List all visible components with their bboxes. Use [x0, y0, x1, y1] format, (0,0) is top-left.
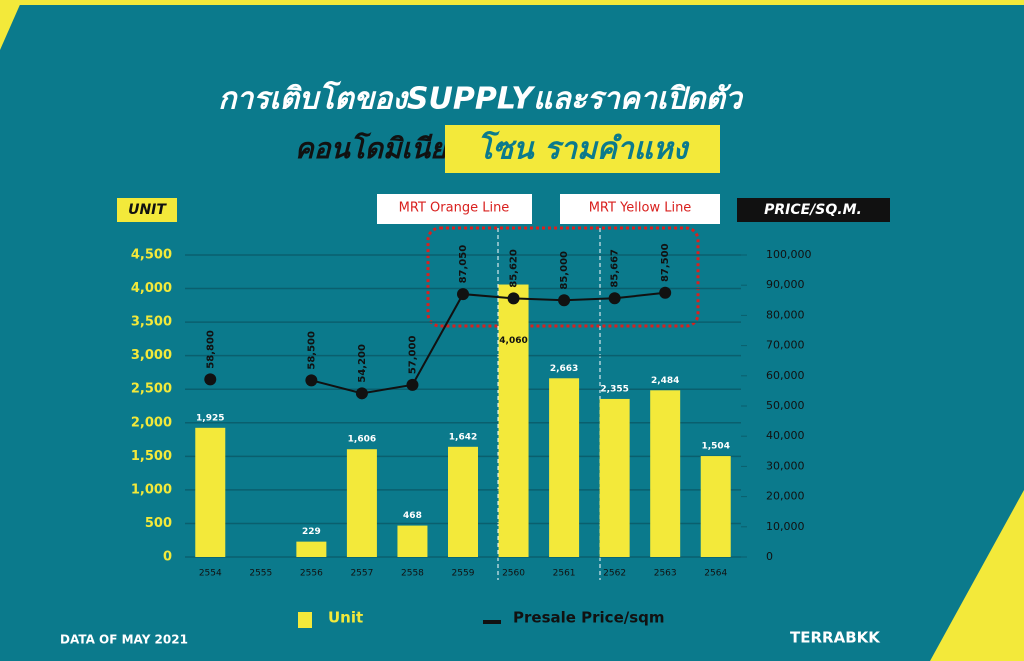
bar — [700, 456, 731, 557]
top-stripe — [0, 0, 1024, 5]
price-value-label: 85,620 — [509, 249, 520, 288]
bar-value-label: 1,606 — [348, 435, 376, 445]
bar-value-label: 468 — [403, 511, 422, 521]
y2-tick-label: 80,000 — [766, 308, 805, 321]
bar — [296, 541, 327, 557]
bar-value-label: 4,060 — [499, 336, 527, 346]
chart-title: การเติบโตของSUPPLYและราคาเปิดตัว — [218, 81, 744, 117]
price-point — [507, 292, 520, 305]
y2-tick-label: 0 — [766, 550, 773, 563]
y-tick-label: 2,500 — [131, 382, 172, 397]
x-tick-label: 2563 — [654, 569, 677, 579]
y-tick-label: 1,500 — [131, 449, 172, 464]
y2-tick-label: 60,000 — [766, 369, 805, 382]
annotation: MRT Yellow Line — [589, 201, 692, 216]
bar-value-label: 229 — [302, 527, 321, 537]
y2-tick-label: 90,000 — [766, 278, 805, 291]
y-axis-label: UNIT — [128, 202, 167, 218]
price-point — [406, 378, 419, 391]
legend-swatch — [298, 612, 312, 628]
y-tick-label: 500 — [145, 516, 172, 531]
y2-axis-label: PRICE/SQ.M. — [764, 202, 862, 218]
y2-tick-label: 30,000 — [766, 459, 805, 472]
price-value-label: 58,500 — [306, 331, 317, 370]
x-tick-label: 2559 — [452, 569, 475, 579]
annotation: MRT Orange Line — [399, 201, 510, 216]
x-tick-label: 2558 — [401, 569, 424, 579]
price-line — [311, 291, 666, 395]
bar-value-label: 1,925 — [196, 413, 224, 423]
x-tick-label: 2555 — [249, 569, 272, 579]
price-point — [558, 294, 571, 307]
price-value-label: 57,000 — [407, 336, 418, 375]
bar — [448, 446, 478, 557]
highlight-box — [445, 125, 720, 173]
bar-value-label: 2,484 — [651, 376, 679, 386]
price-point — [457, 288, 469, 301]
y-tick-label: 0 — [163, 550, 172, 565]
y-tick-label: 3,500 — [131, 315, 172, 330]
y2-tick-label: 20,000 — [766, 490, 805, 503]
corner-right — [930, 490, 1024, 661]
price-point — [659, 286, 672, 299]
price-value-label: 87,050 — [458, 245, 469, 284]
bar-value-label: 2,663 — [550, 364, 578, 374]
price-value-label: 54,200 — [357, 344, 368, 383]
annotation-box — [560, 194, 720, 224]
annotation-box — [377, 194, 532, 224]
legend-label: Unit — [328, 609, 363, 627]
x-tick-label: 2556 — [300, 569, 323, 579]
legend-label: Presale Price/sqm — [513, 609, 665, 627]
x-tick-label: 2562 — [603, 569, 626, 579]
price-point — [355, 387, 368, 400]
y-tick-label: 4,500 — [131, 248, 172, 263]
y2-tick-label: 100,000 — [766, 248, 812, 261]
bar-value-label: 2,355 — [600, 384, 628, 394]
x-tick-label: 2561 — [553, 569, 576, 579]
y2-tick-label: 50,000 — [766, 399, 805, 412]
y2-label-box — [737, 198, 890, 222]
price-point — [608, 292, 621, 305]
y-tick-label: 4,000 — [131, 281, 172, 296]
y-tick-label: 1,000 — [131, 482, 172, 497]
chart-subtitle-highlight: โซน รามคำแหง — [477, 131, 690, 167]
price-value-label: 85,000 — [559, 251, 570, 290]
bar — [346, 449, 377, 557]
price-value-label: 87,500 — [660, 243, 671, 282]
bar — [549, 378, 580, 557]
y-label-box — [117, 198, 177, 222]
legend-swatch — [483, 620, 501, 624]
chart-subtitle: คอนโดมิเนียม — [295, 131, 467, 165]
bar-value-label: 1,504 — [701, 442, 729, 452]
footer: DATA OF MAY 2021 — [60, 633, 188, 647]
price-point — [305, 374, 318, 387]
y-tick-label: 2,000 — [131, 415, 172, 430]
bar — [397, 525, 428, 557]
corner-left — [0, 0, 22, 50]
bar — [498, 284, 529, 557]
bar — [195, 427, 226, 557]
y2-tick-label: 70,000 — [766, 339, 805, 352]
highlight-frame — [426, 226, 700, 328]
price-point — [204, 373, 217, 386]
price-value-label: 58,800 — [205, 330, 216, 369]
y2-tick-label: 40,000 — [766, 429, 805, 442]
x-tick-label: 2557 — [350, 569, 373, 579]
price-value-label: 85,667 — [610, 249, 621, 288]
x-tick-label: 2564 — [704, 569, 727, 579]
bar — [650, 390, 681, 557]
bar-value-label: 1,642 — [449, 432, 477, 442]
x-tick-label: 2554 — [199, 569, 222, 579]
bar — [599, 398, 630, 557]
y2-tick-label: 10,000 — [766, 520, 805, 533]
brand: TERRABKK — [790, 629, 881, 647]
x-tick-label: 2560 — [502, 569, 525, 579]
y-tick-label: 3,000 — [131, 348, 172, 363]
